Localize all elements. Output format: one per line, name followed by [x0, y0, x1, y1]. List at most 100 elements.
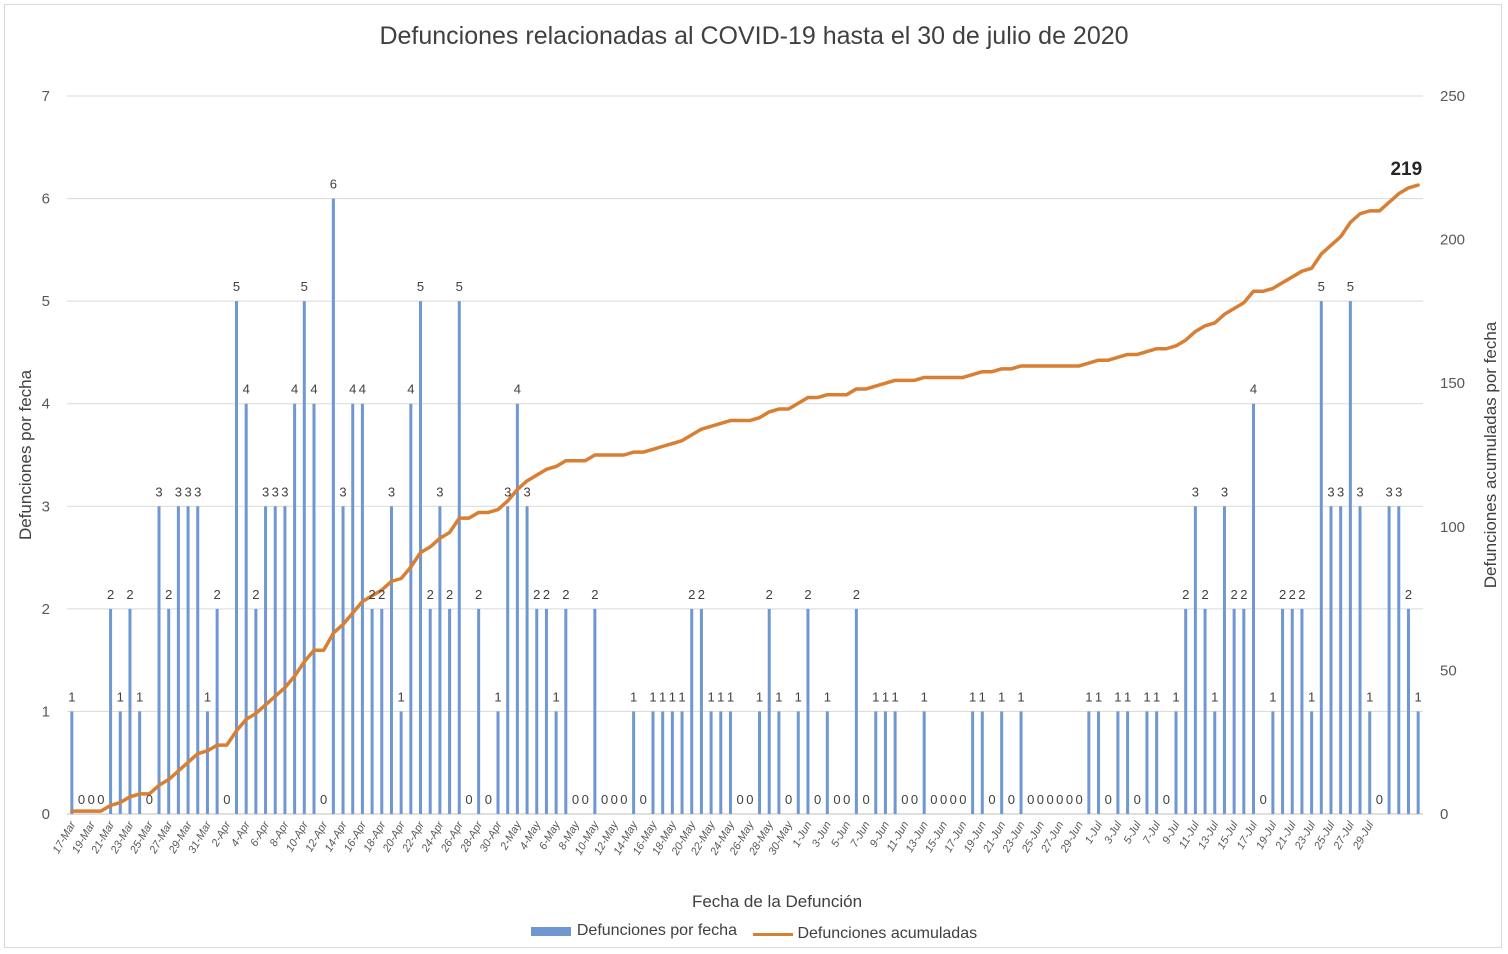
y-axis-left: 0 1 2 3 4 5 6 7 — [42, 88, 50, 823]
bar-data-label: 2 — [1201, 587, 1208, 602]
bar — [680, 711, 684, 814]
bar — [874, 711, 878, 814]
bar — [883, 711, 887, 814]
x-axis: 17-Mar19-Mar21-Mar23-Mar25-Mar27-Mar29-M… — [51, 818, 1377, 858]
bar-data-label: 0 — [1066, 792, 1073, 807]
bar-data-label: 0 — [1046, 792, 1053, 807]
bar-data-label: 1 — [1124, 689, 1131, 704]
bar-data-label: 0 — [785, 792, 792, 807]
bar-data-label: 0 — [485, 792, 492, 807]
bar — [138, 711, 142, 814]
bar — [70, 711, 74, 814]
y-tick-label: 6 — [42, 191, 50, 208]
gridlines — [67, 95, 1423, 815]
bar-data-label: 2 — [591, 587, 598, 602]
legend: Defunciones por fecha Defunciones acumul… — [0, 922, 1508, 943]
x-axis-title: Fecha de la Defunción — [692, 892, 862, 911]
bar-data-label: 1 — [775, 689, 782, 704]
bar-data-label: 4 — [310, 382, 317, 397]
bar-data-label: 0 — [988, 792, 995, 807]
bar — [777, 711, 781, 814]
bar — [1116, 711, 1120, 814]
y-axis-right: 0 50 100 150 200 250 — [1440, 88, 1465, 823]
bar-data-label: 0 — [320, 792, 327, 807]
y-tick-label: 4 — [42, 396, 50, 413]
bar-data-label: 1 — [882, 689, 889, 704]
bar — [1213, 711, 1217, 814]
bar-data-label: 3 — [523, 484, 530, 499]
bar — [719, 711, 723, 814]
bar-data-label: 2 — [543, 587, 550, 602]
bar-data-label: 1 — [756, 689, 763, 704]
bar-data-label: 2 — [378, 587, 385, 602]
bar-data-label: 2 — [853, 587, 860, 602]
bar-data-label: 0 — [1163, 792, 1170, 807]
bar-data-label: 3 — [1337, 484, 1344, 499]
bar — [438, 506, 442, 814]
bar — [157, 506, 161, 814]
bar-data-label: 1 — [824, 689, 831, 704]
bar-data-label: 1 — [494, 689, 501, 704]
bar-data-label: 5 — [1347, 279, 1354, 294]
bar — [109, 608, 113, 814]
bar — [428, 608, 432, 814]
bar-data-label: 2 — [1298, 587, 1305, 602]
bar-data-label: 3 — [504, 484, 511, 499]
bar — [370, 608, 374, 814]
bar — [283, 506, 287, 814]
bar — [118, 711, 122, 814]
bar — [1339, 506, 1343, 814]
bar-data-label: 3 — [1356, 484, 1363, 499]
bar-data-label: 0 — [1105, 792, 1112, 807]
bar-data-label: 0 — [814, 792, 821, 807]
bar-data-label: 3 — [272, 484, 279, 499]
bar — [380, 608, 384, 814]
bar-data-label: 0 — [223, 792, 230, 807]
y2-tick-label: 50 — [1440, 662, 1457, 679]
bar — [312, 403, 316, 814]
bar-data-label: 0 — [930, 792, 937, 807]
bar — [670, 711, 674, 814]
bar-data-label: 1 — [707, 689, 714, 704]
x-tick-label: 7-Jul — [1141, 819, 1164, 846]
bar — [758, 711, 762, 814]
bar — [1087, 711, 1091, 814]
y2-tick-label: 100 — [1440, 519, 1465, 536]
bar — [1416, 711, 1420, 814]
bar — [593, 608, 597, 814]
chart-frame — [4, 4, 1502, 948]
bar — [1358, 506, 1362, 814]
bar-data-label: 1 — [892, 689, 899, 704]
bar-data-label: 1 — [1308, 689, 1315, 704]
bar-data-label: 0 — [950, 792, 957, 807]
line-series: 219 — [70, 159, 1422, 813]
bar — [825, 711, 829, 814]
bar-data-label: 0 — [1027, 792, 1034, 807]
x-tick-label: 5-Jul — [1122, 819, 1145, 846]
bar-data-label: 0 — [572, 792, 579, 807]
bar-data-label: 0 — [601, 792, 608, 807]
bar-data-label: 1 — [630, 689, 637, 704]
bar — [980, 711, 984, 814]
bar — [293, 403, 297, 814]
bar-data-label: 2 — [165, 587, 172, 602]
bar — [544, 608, 548, 814]
bar — [632, 711, 636, 814]
bar — [796, 711, 800, 814]
bar-data-label: 3 — [262, 484, 269, 499]
bar — [215, 608, 219, 814]
bar-data-label: 2 — [446, 587, 453, 602]
bar — [1184, 608, 1188, 814]
bar-data-label: 2 — [1279, 587, 1286, 602]
bar-data-label: 4 — [359, 382, 366, 397]
bar-data-label: 3 — [339, 484, 346, 499]
bar — [419, 301, 423, 815]
bar-data-label: 1 — [117, 689, 124, 704]
bar — [1281, 608, 1285, 814]
bar-data-label: 0 — [88, 792, 95, 807]
bar-data-label: 0 — [1134, 792, 1141, 807]
bar — [1329, 506, 1333, 814]
bar-data-label: 1 — [872, 689, 879, 704]
bar-data-label: 1 — [669, 689, 676, 704]
bar — [1000, 711, 1004, 814]
